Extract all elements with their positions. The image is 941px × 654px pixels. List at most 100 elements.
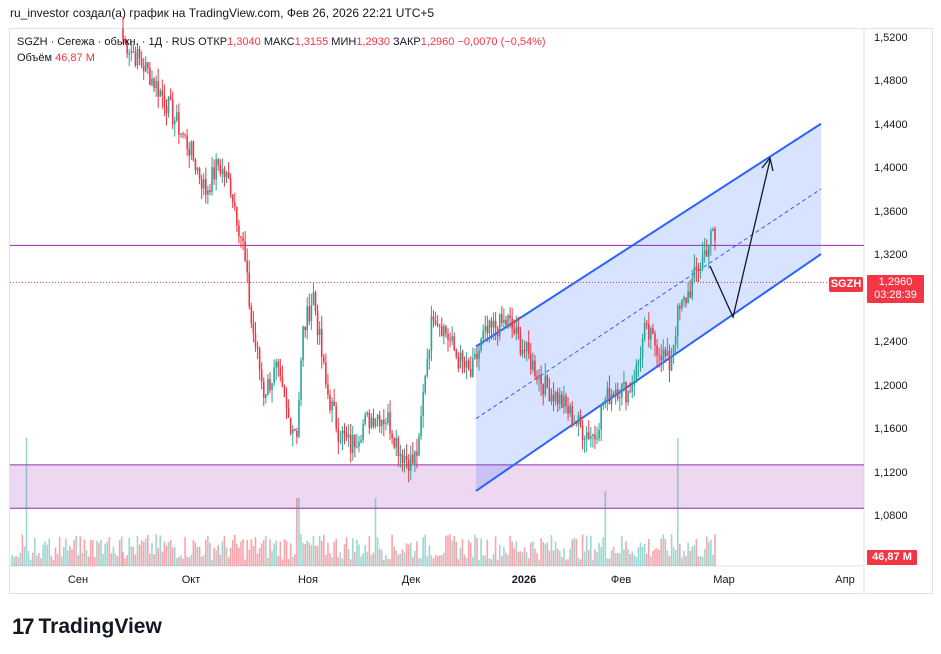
candle-body: [368, 412, 371, 428]
volume-bar: [558, 550, 561, 566]
candle-body: [428, 350, 431, 359]
volume-bar: [546, 542, 549, 566]
volume-bar: [463, 554, 466, 566]
volume-bar: [407, 544, 410, 566]
volume-bar: [610, 550, 613, 566]
volume-bar: [409, 542, 412, 566]
volume-bar: [279, 541, 282, 566]
volume-bar: [598, 542, 600, 566]
candle-body: [231, 194, 234, 203]
volume-bar: [701, 556, 704, 566]
volume-bar: [364, 545, 366, 566]
candle-body: [536, 376, 538, 380]
candle-body: [267, 379, 269, 395]
candle-body: [337, 428, 340, 442]
volume-bar: [395, 550, 398, 566]
symbol-line[interactable]: SGZH · Сегежа · обыкн. · 1Д · RUS: [17, 36, 196, 48]
volume-bar: [608, 558, 611, 566]
volume-bar: [403, 552, 406, 566]
volume-bar: [304, 543, 306, 566]
candle-body: [714, 228, 716, 241]
volume-bar: [285, 540, 288, 566]
volume-bar: [347, 548, 350, 566]
volume-bar: [112, 546, 115, 566]
volume-bar: [23, 546, 26, 566]
candle-body: [492, 320, 495, 328]
volume-bar: [616, 552, 619, 566]
volume-bar: [385, 554, 387, 566]
brand-name: TradingView: [38, 615, 162, 638]
volume-bar: [62, 546, 65, 566]
chart-frame[interactable]: [9, 28, 933, 594]
volume-bar: [368, 536, 371, 566]
volume-bar: [240, 541, 242, 566]
volume-bar: [277, 555, 280, 566]
volume-bar: [312, 535, 315, 566]
volume-bar: [567, 559, 569, 566]
volume-bar: [679, 544, 681, 566]
volume-bar: [27, 551, 30, 566]
volume-bar: [517, 552, 520, 566]
volume-bar: [138, 544, 141, 566]
volume-bar: [98, 542, 100, 566]
candle-body: [488, 320, 491, 334]
candle-body: [629, 391, 631, 393]
time-axis-label: Фев: [610, 574, 632, 586]
volume-bar: [52, 559, 55, 566]
candle-body: [349, 434, 352, 453]
candle-body: [426, 358, 429, 376]
candle-body: [325, 362, 327, 385]
candle-body: [463, 361, 466, 368]
candle-body: [389, 412, 391, 434]
candle-body: [621, 383, 623, 398]
volume-bar: [192, 540, 195, 566]
volume-bar: [592, 559, 594, 566]
candle-body: [674, 336, 677, 345]
candle-body: [571, 405, 573, 425]
volume-bar: [641, 546, 644, 566]
volume-bar: [519, 551, 522, 566]
volume-bar: [358, 544, 360, 566]
volume-bar: [563, 548, 565, 566]
volume-bar: [420, 558, 422, 566]
candle-body: [165, 106, 168, 114]
candle-body: [635, 364, 638, 383]
candle-body: [354, 434, 356, 448]
volume-bar: [345, 537, 348, 566]
volume-bar: [354, 551, 356, 566]
volume-bar: [374, 498, 377, 566]
candle-body: [691, 278, 694, 298]
candle-body: [614, 389, 617, 396]
volume-bar: [432, 558, 435, 566]
candle-body: [484, 326, 487, 331]
volume-bar: [144, 538, 147, 566]
candle-body: [712, 228, 714, 232]
volume-bar: [178, 557, 180, 566]
candle-body: [451, 336, 453, 341]
candle-body: [215, 159, 217, 180]
tradingview-brand[interactable]: 17 TradingView: [12, 614, 162, 640]
volume-bar: [455, 541, 458, 566]
candle-body: [329, 394, 331, 411]
candle-body: [594, 434, 596, 440]
candle-body: [627, 391, 629, 403]
candle-body: [424, 375, 427, 393]
volume-bar: [94, 557, 96, 566]
volume-bar: [87, 556, 90, 566]
volume-bar: [453, 536, 455, 566]
price-axis-label: 1,4800: [874, 75, 908, 88]
candle-body: [558, 394, 561, 404]
candle-body: [552, 394, 555, 402]
candle-body: [122, 28, 124, 40]
ticker-tag: SGZH: [829, 277, 863, 292]
volume-bar: [331, 557, 333, 566]
open-label: ОТКР: [198, 36, 228, 48]
candle-body: [130, 51, 133, 54]
candle-body: [316, 311, 319, 335]
candle-body: [647, 323, 650, 340]
volume-bar: [654, 548, 656, 566]
volume-bar: [633, 555, 636, 566]
volume-bar: [594, 549, 596, 566]
candle-body: [449, 339, 451, 341]
